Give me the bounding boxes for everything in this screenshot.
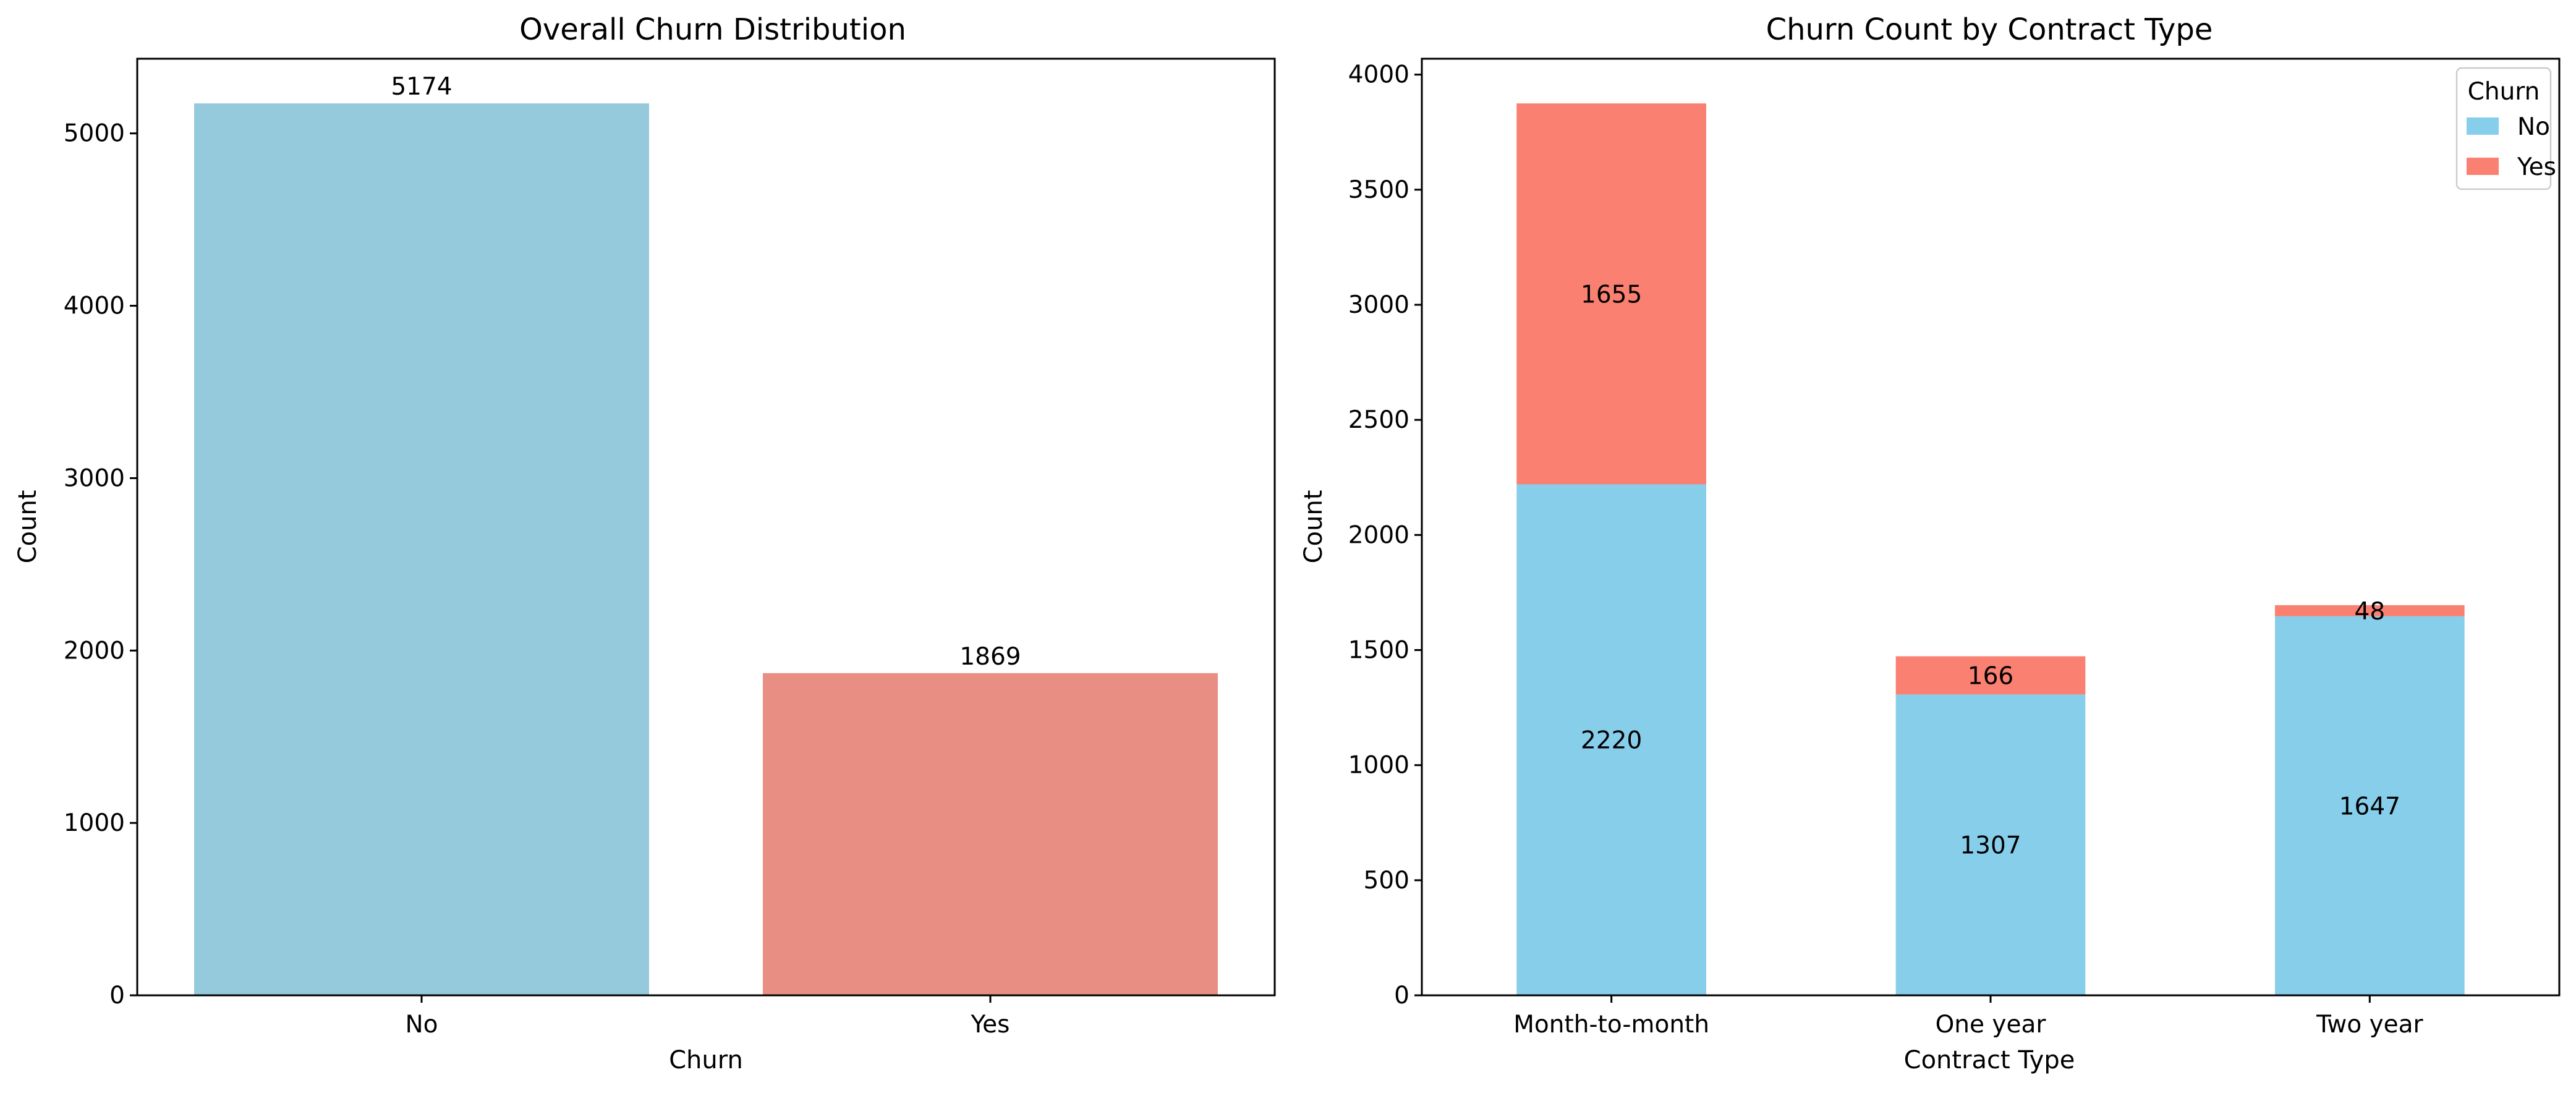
x-tick-labels: Month-to-month One year Two year bbox=[1513, 995, 2424, 1039]
bar-segment-no bbox=[1516, 484, 1706, 995]
chart-title: Overall Churn Distribution bbox=[519, 12, 906, 47]
data-label: 1307 bbox=[1960, 832, 2021, 860]
y-tick-label: 3000 bbox=[64, 464, 125, 492]
y-tick-label: 4000 bbox=[64, 292, 125, 320]
legend: Churn No Yes bbox=[2455, 67, 2556, 190]
plot-frame bbox=[1421, 57, 2561, 997]
data-label: 1869 bbox=[959, 643, 1021, 671]
x-tick-label: No bbox=[405, 1011, 438, 1039]
y-tick-label: 0 bbox=[1394, 982, 1409, 1010]
bars bbox=[1516, 103, 2465, 995]
x-tick-label: Two year bbox=[2316, 1011, 2423, 1039]
bar-segment-yes bbox=[1895, 656, 2086, 695]
y-tick-label: 2000 bbox=[64, 637, 125, 665]
data-label: 1647 bbox=[2339, 793, 2400, 820]
data-label: 166 bbox=[1968, 662, 2013, 690]
bar-segment-no bbox=[1895, 694, 2086, 995]
bar-segment-yes bbox=[1516, 103, 1706, 485]
y-tick-labels: 0 500 1000 1500 2000 2500 3000 3500 4000 bbox=[1348, 61, 1422, 1010]
chart-overall-churn: Overall Churn Distribution 0 1000 2000 3000… bbox=[14, 12, 1276, 1074]
x-axis-label: Churn bbox=[669, 1046, 743, 1074]
y-tick-labels: 0 1000 2000 3000 4000 5000 bbox=[64, 120, 137, 1010]
legend-swatch-no bbox=[2467, 117, 2499, 135]
data-label: 1655 bbox=[1581, 281, 1642, 308]
x-tick-label: One year bbox=[1936, 1011, 2047, 1039]
data-label: 5174 bbox=[391, 73, 452, 101]
y-tick-label: 5000 bbox=[64, 120, 125, 148]
y-axis-label: Count bbox=[14, 490, 42, 564]
x-tick-label: Month-to-month bbox=[1513, 1011, 1709, 1039]
y-tick-label: 3500 bbox=[1348, 176, 1409, 204]
chart-title: Churn Count by Contract Type bbox=[1766, 12, 2213, 47]
legend-title: Churn bbox=[2468, 78, 2540, 106]
data-labels: 5174 1869 bbox=[391, 73, 1021, 671]
bar-segment-yes bbox=[2275, 605, 2465, 616]
y-tick-label: 0 bbox=[109, 982, 125, 1010]
legend-swatch-yes bbox=[2467, 158, 2499, 175]
chart-churn-by-contract: Churn Count by Contract Type 0 500 1000 150… bbox=[1299, 12, 2561, 1074]
y-tick-label: 1000 bbox=[1348, 752, 1409, 780]
y-tick-label: 2500 bbox=[1348, 406, 1409, 434]
y-tick-label: 3000 bbox=[1348, 291, 1409, 319]
legend-label-yes: Yes bbox=[2517, 153, 2556, 181]
y-axis-label: Count bbox=[1299, 490, 1328, 564]
data-labels: 2220 1655 1307 166 1647 48 bbox=[1581, 281, 2400, 859]
bar-segment-no bbox=[2275, 616, 2465, 995]
bar-no bbox=[194, 103, 649, 995]
plot-frame bbox=[136, 57, 1276, 997]
x-tick-labels: No Yes bbox=[405, 995, 1010, 1039]
y-tick-label: 4000 bbox=[1348, 61, 1409, 89]
y-tick-label: 1500 bbox=[1348, 637, 1409, 665]
legend-label-no: No bbox=[2517, 113, 2550, 141]
bar-yes bbox=[763, 673, 1218, 995]
y-tick-label: 500 bbox=[1364, 867, 1409, 895]
bars bbox=[194, 103, 1218, 995]
data-label: 48 bbox=[2355, 598, 2386, 626]
y-tick-label: 1000 bbox=[64, 809, 125, 837]
x-tick-label: Yes bbox=[971, 1011, 1010, 1039]
x-axis-label: Contract Type bbox=[1904, 1046, 2075, 1074]
data-label: 2220 bbox=[1581, 727, 1642, 755]
y-tick-label: 2000 bbox=[1348, 521, 1409, 549]
